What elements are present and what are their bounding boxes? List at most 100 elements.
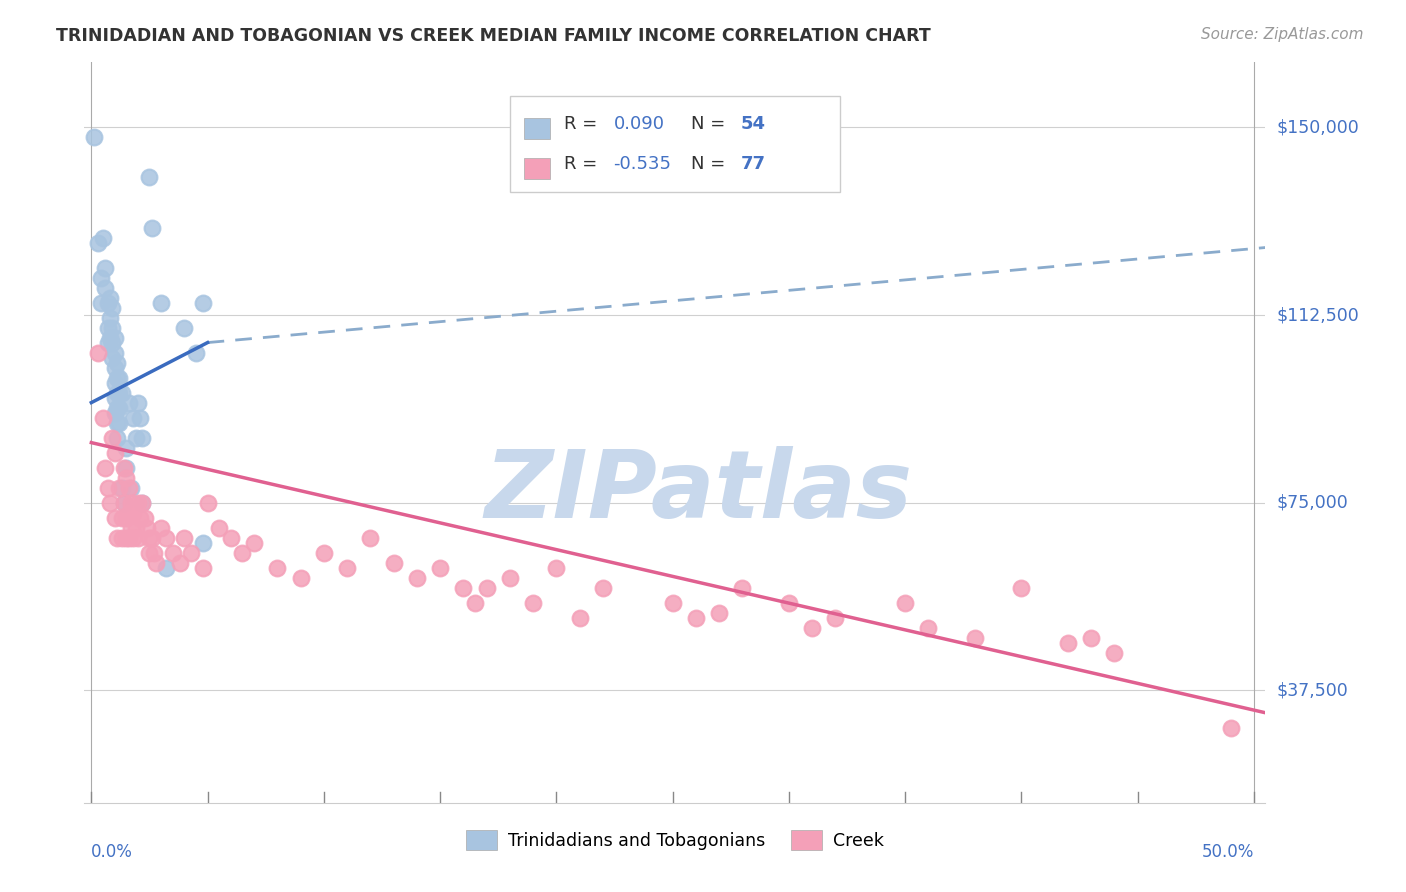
- Point: [98, 496, 121, 510]
- Text: $150,000: $150,000: [1277, 119, 1360, 136]
- Point: [94, 260, 117, 275]
- Point: [103, 376, 125, 390]
- Point: [94, 460, 117, 475]
- Text: N =: N =: [692, 115, 731, 133]
- Point: [105, 370, 128, 384]
- Bar: [523, 118, 550, 138]
- Point: [110, 510, 132, 524]
- Point: [143, 546, 166, 560]
- Point: [129, 410, 152, 425]
- Point: [105, 431, 128, 445]
- Text: N =: N =: [692, 155, 731, 173]
- Point: [917, 621, 939, 635]
- Point: [105, 401, 128, 415]
- Point: [101, 320, 124, 334]
- Point: [105, 385, 128, 400]
- Point: [453, 581, 475, 595]
- Point: [134, 510, 156, 524]
- Point: [155, 531, 177, 545]
- Point: [546, 560, 568, 574]
- Point: [101, 301, 124, 315]
- Point: [108, 416, 131, 430]
- Point: [103, 345, 125, 359]
- Point: [105, 355, 128, 369]
- Point: [115, 510, 138, 524]
- Point: [101, 351, 124, 365]
- Point: [124, 431, 146, 445]
- Point: [90, 270, 112, 285]
- Point: [98, 291, 121, 305]
- Point: [103, 360, 125, 375]
- Point: [97, 335, 120, 350]
- Point: [150, 295, 173, 310]
- Point: [336, 560, 359, 574]
- Point: [208, 521, 231, 535]
- Point: [117, 506, 139, 520]
- Point: [108, 370, 131, 384]
- Point: [778, 596, 800, 610]
- Text: -0.535: -0.535: [613, 155, 672, 173]
- Text: $37,500: $37,500: [1277, 681, 1348, 699]
- Text: 0.0%: 0.0%: [91, 843, 134, 861]
- Text: 50.0%: 50.0%: [1201, 843, 1254, 861]
- Point: [138, 531, 160, 545]
- Text: Source: ZipAtlas.com: Source: ZipAtlas.com: [1201, 27, 1364, 42]
- Point: [169, 556, 191, 570]
- Point: [103, 445, 125, 459]
- Point: [382, 556, 405, 570]
- Text: 54: 54: [741, 115, 766, 133]
- Point: [87, 235, 110, 250]
- Point: [568, 611, 591, 625]
- Text: ZIPatlas: ZIPatlas: [485, 446, 912, 538]
- Point: [173, 531, 195, 545]
- Point: [129, 510, 152, 524]
- Point: [117, 395, 139, 409]
- Legend: Trinidadians and Tobagonians, Creek: Trinidadians and Tobagonians, Creek: [460, 823, 890, 857]
- Point: [266, 560, 288, 574]
- Point: [173, 320, 195, 334]
- Point: [103, 510, 125, 524]
- Point: [707, 606, 730, 620]
- Point: [801, 621, 824, 635]
- Point: [112, 496, 135, 510]
- Point: [115, 531, 138, 545]
- Point: [122, 410, 145, 425]
- Point: [191, 535, 214, 549]
- Point: [115, 441, 138, 455]
- Text: TRINIDADIAN AND TOBAGONIAN VS CREEK MEDIAN FAMILY INCOME CORRELATION CHART: TRINIDADIAN AND TOBAGONIAN VS CREEK MEDI…: [56, 27, 931, 45]
- Point: [108, 385, 131, 400]
- Point: [1104, 646, 1126, 660]
- Point: [122, 531, 145, 545]
- Point: [127, 531, 149, 545]
- Point: [592, 581, 614, 595]
- Point: [138, 170, 160, 185]
- Point: [522, 596, 544, 610]
- Point: [127, 395, 149, 409]
- Text: R =: R =: [564, 115, 603, 133]
- Point: [243, 535, 266, 549]
- Point: [1010, 581, 1032, 595]
- Point: [120, 521, 142, 535]
- Point: [91, 410, 114, 425]
- Point: [91, 230, 114, 244]
- Point: [155, 560, 177, 574]
- Point: [103, 391, 125, 405]
- Point: [101, 431, 124, 445]
- Point: [731, 581, 754, 595]
- Point: [145, 556, 167, 570]
- Point: [103, 406, 125, 420]
- Point: [1219, 721, 1241, 735]
- Point: [120, 496, 142, 510]
- Point: [110, 481, 132, 495]
- Point: [141, 220, 163, 235]
- Point: [110, 385, 132, 400]
- Text: 77: 77: [741, 155, 766, 173]
- Point: [312, 546, 335, 560]
- Point: [131, 496, 153, 510]
- Point: [661, 596, 683, 610]
- Point: [117, 531, 139, 545]
- Point: [685, 611, 707, 625]
- Point: [94, 280, 117, 294]
- Text: $75,000: $75,000: [1277, 493, 1348, 512]
- Point: [290, 571, 312, 585]
